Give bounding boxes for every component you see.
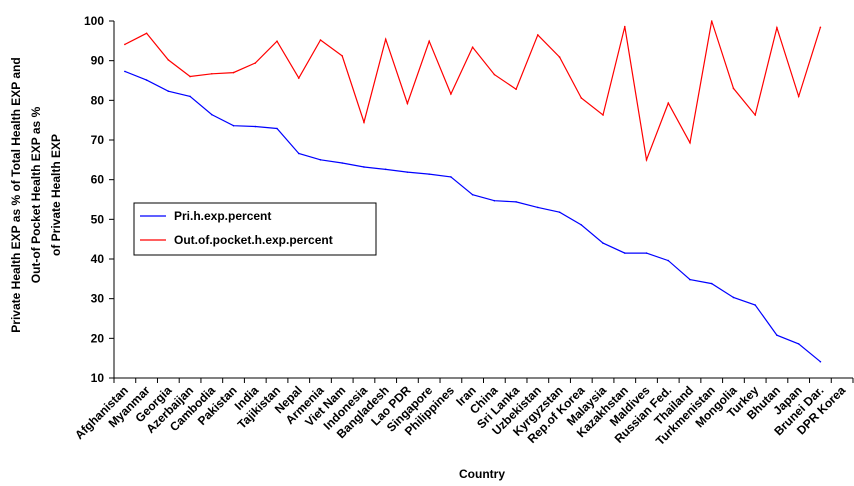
x-axis-ticks: AfghanistanMyanmarGeorgiaAzerbaijanCambo… [72, 378, 854, 448]
data-point [384, 168, 387, 171]
data-point [384, 38, 387, 41]
data-point [232, 124, 235, 127]
data-point [754, 304, 756, 306]
y-tick-label: 20 [91, 331, 105, 345]
data-point [797, 343, 800, 345]
data-point [363, 166, 365, 168]
y-tick-label: 30 [91, 292, 105, 306]
data-point [450, 176, 452, 178]
y-tick-label: 100 [84, 14, 104, 28]
data-point [558, 56, 561, 58]
data-point [428, 173, 430, 175]
data-point [189, 75, 191, 78]
data-point [124, 70, 126, 73]
data-point [515, 88, 517, 91]
data-point [819, 26, 822, 29]
data-point [406, 102, 409, 105]
data-point [623, 25, 626, 28]
data-point [254, 125, 257, 128]
data-point [145, 32, 148, 35]
data-point [732, 87, 735, 90]
data-point [558, 211, 561, 213]
data-point [667, 102, 670, 104]
y-tick-label: 60 [91, 173, 105, 187]
data-point [211, 113, 213, 116]
data-point [776, 334, 778, 336]
y-axis-title: Private Health EXP as % of Total Health … [9, 57, 63, 332]
data-point [493, 73, 496, 76]
data-point [167, 90, 170, 93]
data-point [602, 114, 604, 116]
data-point [167, 59, 170, 61]
series-1 [124, 70, 822, 363]
data-point [732, 296, 735, 299]
data-point [689, 141, 691, 144]
y-axis-title-line: Private Health EXP as % of Total Health … [9, 57, 23, 332]
series-line [124, 20, 821, 163]
data-point [319, 159, 322, 161]
data-point [319, 39, 322, 41]
y-axis-ticks: 10 20 30 40 50 60 70 80 90 100 [84, 14, 114, 385]
data-point [645, 159, 648, 161]
data-point [363, 121, 365, 123]
data-point [189, 95, 191, 98]
data-point [297, 77, 300, 79]
data-point [602, 242, 604, 244]
y-tick-label: 70 [91, 133, 105, 147]
data-point [471, 193, 474, 196]
data-point [341, 55, 344, 57]
data-point [124, 43, 126, 46]
legend-label: Out.of.pocket.h.exp.percent [174, 233, 333, 247]
data-point [754, 114, 756, 116]
data-point [580, 224, 583, 226]
data-point [254, 62, 257, 64]
data-point [276, 127, 278, 130]
axes [113, 21, 853, 379]
data-point [232, 71, 235, 74]
series-layer [124, 20, 822, 363]
data-point [406, 171, 409, 173]
y-axis-title-line: of Private Health EXP [49, 134, 63, 256]
data-point [667, 259, 670, 262]
y-tick-label: 10 [91, 371, 105, 385]
data-point [145, 79, 148, 81]
data-point [710, 282, 713, 285]
data-point [623, 252, 626, 254]
data-point [537, 206, 539, 209]
data-point [689, 278, 691, 281]
data-point [493, 199, 496, 202]
data-point [211, 72, 213, 75]
data-point [710, 20, 713, 22]
y-tick-label: 90 [91, 54, 105, 68]
y-tick-label: 40 [91, 252, 105, 266]
data-point [537, 34, 539, 36]
data-point [428, 40, 430, 43]
y-axis-title-line: Out-of Pocket Health EXP as % [29, 106, 43, 283]
legend: Pri.h.exp.percent Out.of.pocket.h.exp.per… [133, 202, 377, 256]
data-point [776, 26, 778, 29]
data-point [645, 252, 648, 254]
data-point [450, 93, 452, 95]
data-point [797, 95, 800, 98]
legend-box [133, 202, 377, 256]
legend-label: Pri.h.exp.percent [174, 209, 271, 223]
x-axis-title: Country [459, 467, 505, 481]
series-2 [124, 20, 822, 163]
y-tick-label: 80 [91, 93, 105, 107]
data-point [819, 360, 822, 363]
data-point [276, 40, 278, 43]
y-tick-label: 50 [91, 212, 105, 226]
data-point [297, 152, 300, 155]
data-point [515, 201, 517, 203]
data-point [471, 46, 474, 48]
data-point [580, 97, 583, 99]
data-point [341, 162, 344, 164]
